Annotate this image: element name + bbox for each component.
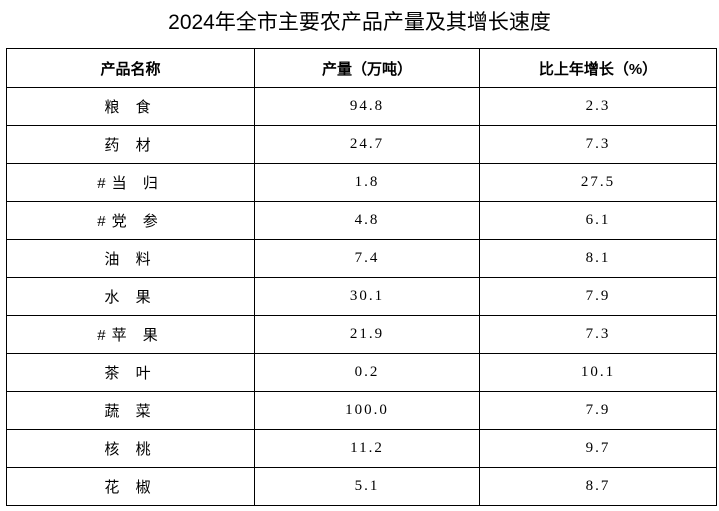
column-header: 比上年增长（%） — [479, 48, 717, 88]
cell-value: 8.1 — [479, 239, 717, 278]
product-name: 水 果 — [6, 277, 255, 316]
cell-value: 100.0 — [254, 391, 480, 430]
table-row: 油 料 7.4 8.1 — [6, 239, 717, 278]
cell-value: 2.3 — [479, 87, 717, 126]
cell-value: 11.2 — [254, 429, 480, 468]
product-name: 花 椒 — [6, 467, 255, 506]
table-row: 茶 叶 0.2 10.1 — [6, 353, 717, 392]
product-name: #党 参 — [6, 201, 255, 240]
table-row: #党 参 4.8 6.1 — [6, 201, 717, 240]
cell-value: 7.3 — [479, 125, 717, 164]
cell-value: 9.7 — [479, 429, 717, 468]
table-row: 粮 食 94.8 2.3 — [6, 87, 717, 126]
table-row: #苹 果 21.9 7.3 — [6, 315, 717, 354]
cell-value: 5.1 — [254, 467, 480, 506]
cell-value: 21.9 — [254, 315, 480, 354]
cell-value: 1.8 — [254, 163, 480, 202]
cell-value: 94.8 — [254, 87, 480, 126]
product-name: 蔬 菜 — [6, 391, 255, 430]
cell-value: 4.8 — [254, 201, 480, 240]
cell-value: 30.1 — [254, 277, 480, 316]
title: 2024年全市主要农产品产量及其增长速度 — [168, 11, 551, 34]
cell-value: 7.3 — [479, 315, 717, 354]
table-row: #当 归 1.8 27.5 — [6, 163, 717, 202]
cell-value: 8.7 — [479, 467, 717, 506]
cell-value: 27.5 — [479, 163, 717, 202]
product-name: 茶 叶 — [6, 353, 255, 392]
table-row: 水 果 30.1 7.9 — [6, 277, 717, 316]
cell-value: 7.4 — [254, 239, 480, 278]
product-name: 药 材 — [6, 125, 255, 164]
header-row: 产品名称 产量（万吨） 比上年增长（%） — [6, 48, 717, 88]
product-name: 粮 食 — [6, 87, 255, 126]
table-row: 核 桃 11.2 9.7 — [6, 429, 717, 468]
data-table: 产品名称 产量（万吨） 比上年增长（%） 粮 食 94.8 2.3 药 材 24.7 7.3 #… — [6, 48, 717, 506]
column-header: 产量（万吨） — [254, 48, 480, 88]
table-row: 药 材 24.7 7.3 — [6, 125, 717, 164]
cell-value: 10.1 — [479, 353, 717, 392]
cell-value: 6.1 — [479, 201, 717, 240]
cell-value: 7.9 — [479, 277, 717, 316]
product-name: #当 归 — [6, 163, 255, 202]
table-body: 粮 食 94.8 2.3 药 材 24.7 7.3 #当 归 1.8 27.5 #党 参 4.8 6.… — [6, 87, 717, 506]
table-row: 花 椒 5.1 8.7 — [6, 467, 717, 506]
cell-value: 24.7 — [254, 125, 480, 164]
cell-value: 0.2 — [254, 353, 480, 392]
product-name: #苹 果 — [6, 315, 255, 354]
product-name: 油 料 — [6, 239, 255, 278]
product-name: 核 桃 — [6, 429, 255, 468]
cell-value: 7.9 — [479, 391, 717, 430]
column-header: 产品名称 — [6, 48, 255, 88]
table-row: 蔬 菜 100.0 7.9 — [6, 391, 717, 430]
